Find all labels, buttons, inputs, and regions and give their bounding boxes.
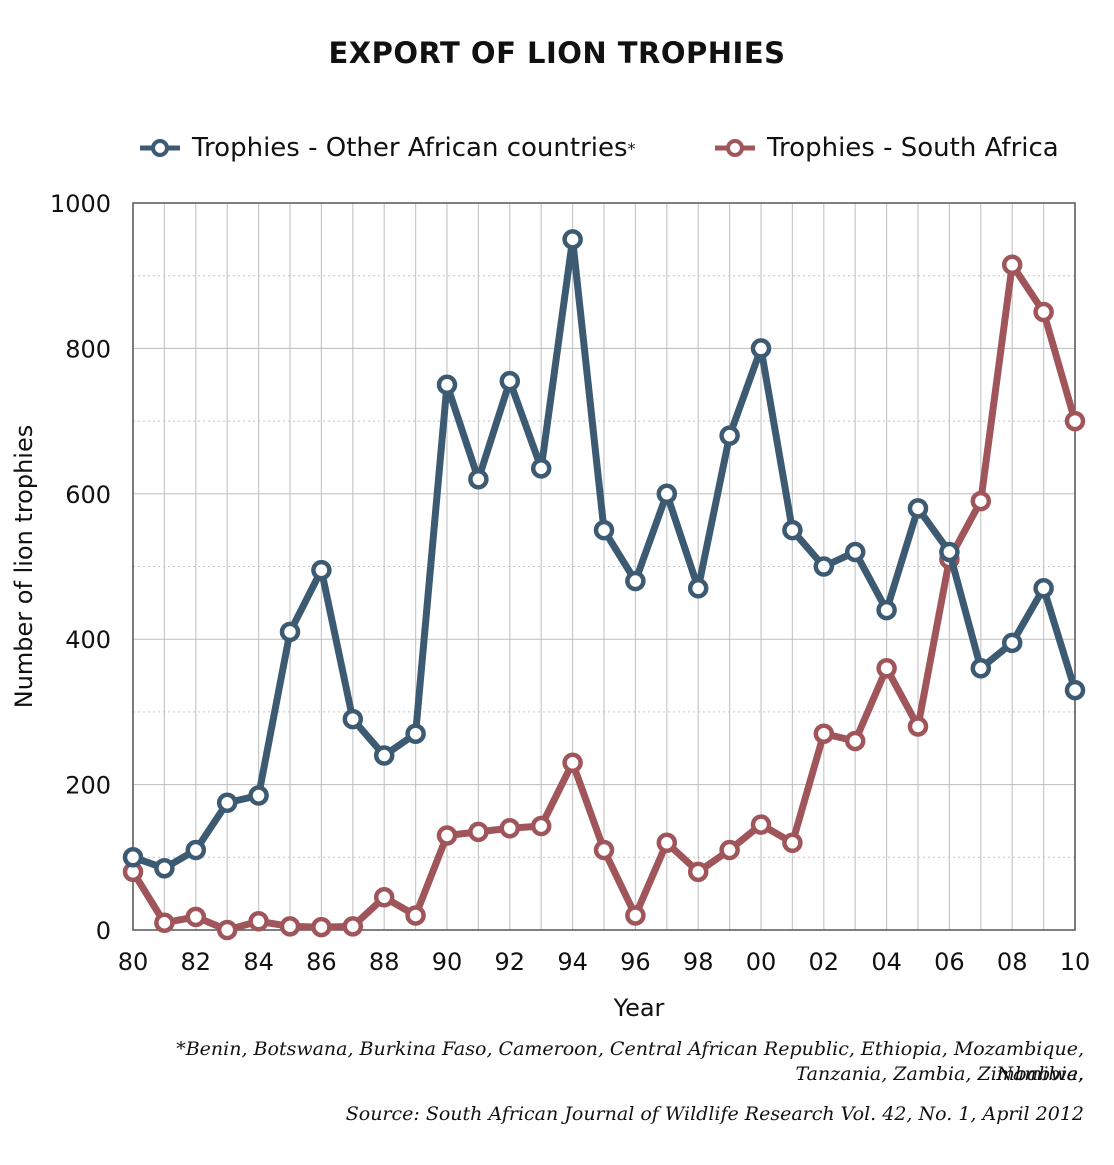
- y-tick-label: 1000: [50, 190, 111, 218]
- y-tick-label: 200: [65, 772, 111, 800]
- data-point-south-africa: [342, 916, 364, 937]
- data-point-south-africa: [216, 919, 238, 941]
- legend-label-south-africa: Trophies - South Africa: [767, 133, 1059, 163]
- data-point-other-african: [656, 483, 678, 505]
- data-point-other-african: [373, 745, 395, 766]
- data-point-south-africa: [405, 905, 426, 926]
- data-point-south-africa: [499, 817, 521, 839]
- y-tick-label: 800: [65, 335, 111, 363]
- footnote-line-2: Tanzania, Zambia, Zimbabwe.: [795, 1063, 1084, 1085]
- data-point-south-africa: [185, 906, 207, 928]
- data-point-south-africa: [782, 832, 803, 854]
- data-point-other-african: [939, 541, 960, 563]
- data-point-south-africa: [530, 815, 552, 837]
- source-note: Source: South African Journal of Wildlif…: [345, 1103, 1084, 1125]
- x-tick-label: 90: [432, 948, 463, 976]
- data-point-other-african: [844, 541, 866, 563]
- data-point-other-african: [216, 792, 238, 814]
- data-point-other-african: [1033, 578, 1054, 599]
- data-point-south-africa: [593, 839, 615, 861]
- footnote-line-1: *Benin, Botswana, Burkina Faso, Cameroon…: [176, 1038, 1084, 1085]
- x-tick-label: 94: [557, 948, 588, 976]
- y-tick-label: 0: [96, 917, 111, 945]
- data-point-south-africa: [907, 716, 929, 737]
- chart-title: EXPORT OF LION TROPHIES: [328, 36, 786, 70]
- data-point-south-africa: [1001, 254, 1023, 276]
- x-axis-title: Year: [613, 994, 665, 1022]
- data-point-other-african: [593, 519, 615, 541]
- x-tick-label: 06: [934, 948, 965, 976]
- data-point-other-african: [468, 469, 489, 490]
- data-point-south-africa: [750, 814, 772, 835]
- data-point-south-africa: [625, 905, 646, 926]
- data-point-other-african: [562, 229, 583, 250]
- legend-item-south-africa: Trophies - South Africa: [715, 128, 1059, 168]
- data-point-south-africa: [656, 832, 678, 854]
- x-tick-label: 02: [809, 948, 840, 976]
- x-tick-label: 84: [243, 948, 274, 976]
- legend-marker-south-africa: [715, 139, 755, 157]
- y-tick-label: 600: [65, 481, 111, 509]
- data-point-other-african: [719, 425, 740, 446]
- plot-frame: [132, 202, 1076, 931]
- data-point-south-africa: [1033, 301, 1054, 323]
- data-point-south-africa: [719, 839, 740, 861]
- legend-marker-other-african: [140, 139, 180, 157]
- x-tick-label: 96: [620, 948, 651, 976]
- data-point-other-african: [499, 370, 521, 392]
- data-point-south-africa: [876, 658, 897, 679]
- x-tick-label: 86: [306, 948, 337, 976]
- y-axis-title: Number of lion trophies: [10, 425, 38, 708]
- data-point-south-africa: [1064, 410, 1086, 432]
- x-tick-label: 08: [997, 948, 1028, 976]
- y-tick-label: 400: [65, 626, 111, 654]
- x-tick-label: 92: [495, 948, 526, 976]
- legend-item-other-african: Trophies - Other African countries *: [140, 128, 636, 168]
- data-point-south-africa: [468, 821, 489, 843]
- data-point-other-african: [782, 519, 803, 541]
- data-point-other-african: [813, 556, 835, 577]
- data-point-other-african: [154, 857, 175, 879]
- data-point-other-african: [1001, 632, 1023, 654]
- data-point-other-african: [687, 578, 709, 599]
- data-point-other-african: [405, 723, 426, 744]
- data-point-other-african: [185, 839, 207, 861]
- data-point-south-africa: [154, 912, 175, 933]
- data-point-other-african: [122, 847, 144, 868]
- data-point-south-africa: [311, 916, 332, 938]
- data-point-other-african: [530, 458, 552, 479]
- data-point-other-african: [342, 708, 364, 730]
- data-point-south-africa: [687, 861, 709, 883]
- data-point-other-african: [750, 338, 772, 359]
- data-point-south-africa: [970, 490, 992, 512]
- data-point-other-african: [311, 559, 332, 581]
- x-tick-label: 00: [746, 948, 777, 976]
- legend-asterisk: *: [627, 138, 636, 158]
- x-tick-label: 04: [871, 948, 902, 976]
- data-point-south-africa: [436, 825, 458, 846]
- data-point-other-african: [248, 785, 269, 806]
- data-point-south-africa: [844, 730, 866, 752]
- data-point-south-africa: [373, 887, 395, 908]
- legend-label-other-african: Trophies - Other African countries: [192, 133, 628, 163]
- data-point-south-africa: [248, 911, 269, 932]
- data-point-other-african: [436, 374, 458, 395]
- x-tick-label: 98: [683, 948, 714, 976]
- data-point-south-africa: [562, 752, 583, 774]
- x-tick-label: 88: [369, 948, 400, 976]
- x-tick-label: 10: [1060, 948, 1091, 976]
- data-point-south-africa: [813, 723, 835, 744]
- data-point-other-african: [1064, 679, 1086, 701]
- data-point-other-african: [907, 498, 929, 519]
- data-point-other-african: [876, 599, 897, 621]
- data-point-other-african: [625, 570, 646, 592]
- data-point-other-african: [279, 621, 301, 643]
- data-point-south-africa: [279, 916, 301, 937]
- x-tick-label: 82: [181, 948, 212, 976]
- x-tick-label: 80: [118, 948, 149, 976]
- data-point-other-african: [970, 658, 992, 679]
